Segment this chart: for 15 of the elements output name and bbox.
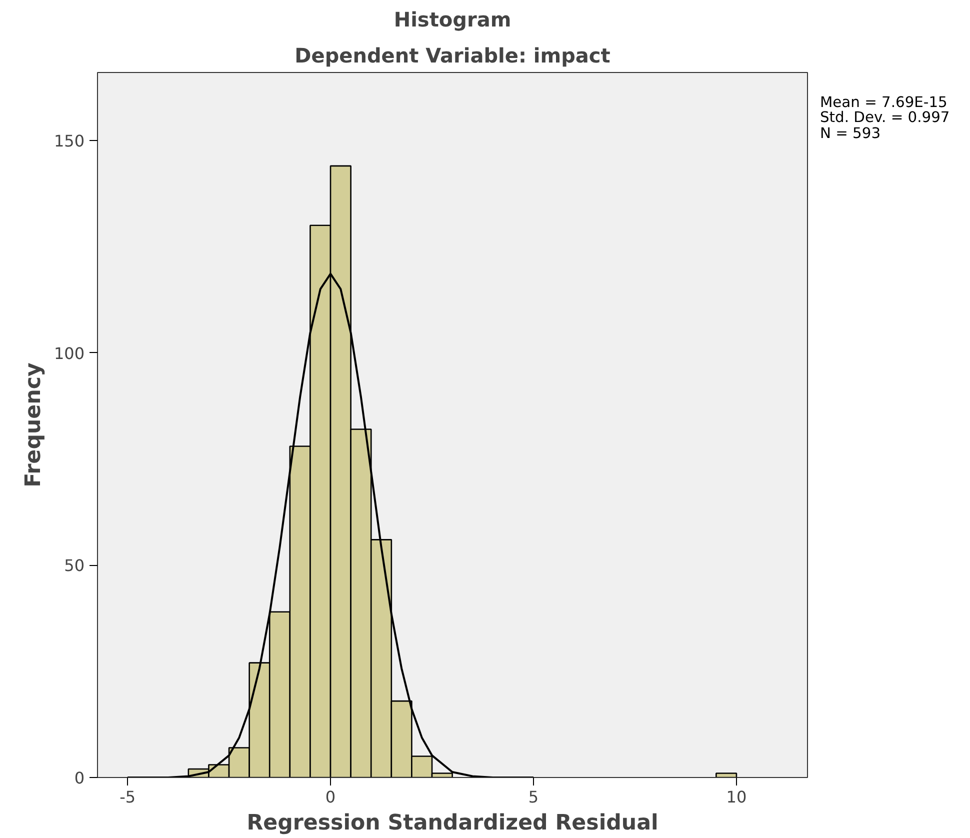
text: Std. Dev. = 0.997 (820, 109, 950, 126)
x-tick-label: 5 (528, 788, 539, 806)
y-tick-label: 50 (64, 556, 84, 576)
y-tick-label: 100 (54, 344, 85, 363)
x-tick-label: -5 (120, 788, 136, 806)
chart-title: Histogram (394, 8, 512, 32)
x-tick-label: 0 (325, 788, 336, 806)
x-tick-label: 10 (726, 788, 747, 806)
text: N = 593 (820, 124, 881, 142)
chart-subtitle: Dependent Variable: impact (294, 44, 611, 68)
y-tick-label: 150 (54, 131, 85, 150)
y-tick-label: 0 (74, 768, 85, 788)
x-axis-title: Regression Standardized Residual (246, 810, 658, 836)
y-axis-title: Frequency (20, 362, 46, 488)
text: Mean = 7.69E-15 (820, 94, 948, 111)
